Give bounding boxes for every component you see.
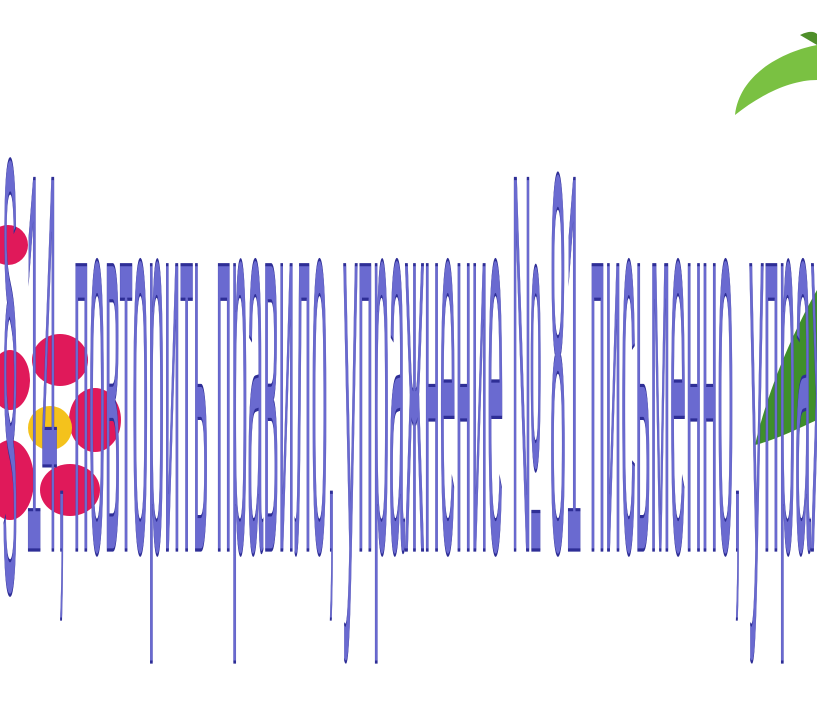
slide-text: § 14, повторить правило, упражнение № 81… [2, 62, 817, 668]
leaves [735, 31, 817, 445]
flower [0, 225, 121, 520]
text-group: § 14, повторить правило, упражнение № 81… [1, 62, 817, 669]
